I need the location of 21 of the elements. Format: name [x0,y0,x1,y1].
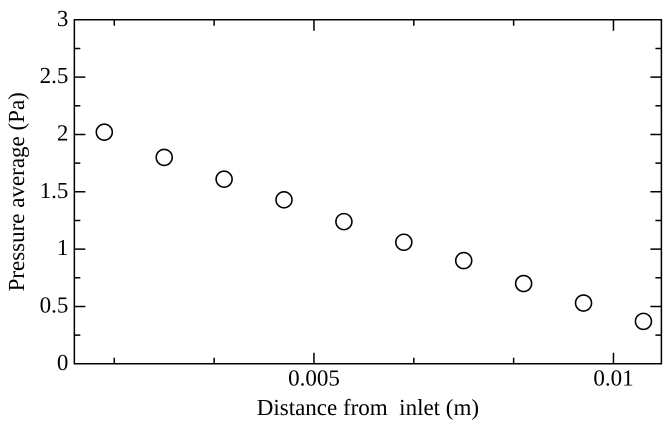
point [275,191,293,209]
x-tick-label: 0.005 [288,366,340,391]
point [215,170,233,188]
point [454,252,473,270]
point [514,274,532,292]
y-tick-label: 0.5 [40,292,68,318]
point [574,294,592,312]
x-axis-title: Distance from inlet (m) [256,395,480,420]
y-tick-label: 2.5 [40,63,68,88]
point [335,212,353,230]
y-tick-label: 3 [56,6,68,31]
y-axis-title: Pressure average (Pa) [4,92,29,292]
y-tick-label: 1.5 [40,178,68,203]
y-tick-label: 1 [56,235,68,260]
point [634,312,652,330]
point [155,148,174,166]
y-tick-label: 0 [56,350,68,375]
point [96,123,114,141]
x-tick-label: 0.01 [593,366,634,391]
point [395,233,413,252]
y-tick-label: 2 [56,120,68,146]
